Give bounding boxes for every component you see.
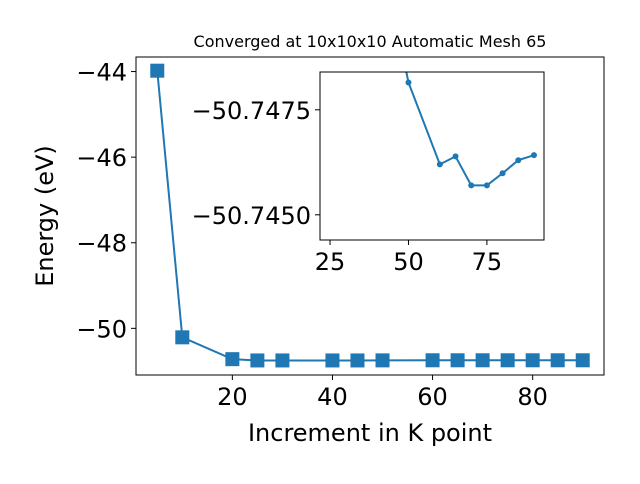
y-tick-label: −46 <box>76 144 127 172</box>
marker <box>225 352 240 367</box>
x-tick-label: 50 <box>393 248 424 276</box>
marker <box>275 353 290 368</box>
marker <box>525 353 540 368</box>
marker <box>500 353 515 368</box>
marker <box>150 63 165 78</box>
x-tick-label: 20 <box>217 383 248 411</box>
y-tick-label: −50.7450 <box>192 202 311 230</box>
marker <box>515 157 522 164</box>
marker <box>375 353 390 368</box>
plot-frame <box>135 56 605 376</box>
marker <box>350 353 365 368</box>
marker <box>550 353 565 368</box>
marker <box>405 79 412 86</box>
marker <box>483 182 490 189</box>
plot-content <box>390 2 537 189</box>
marker <box>425 353 440 368</box>
marker <box>250 353 265 368</box>
y-tick-label: −44 <box>76 59 127 87</box>
x-tick-label: 40 <box>317 383 348 411</box>
marker <box>499 170 506 177</box>
x-axis-label: Increment in K point <box>248 419 492 447</box>
marker <box>468 182 475 189</box>
marker <box>475 353 490 368</box>
marker <box>325 353 340 368</box>
y-tick-label: −50.7475 <box>192 97 311 125</box>
x-tick-label: 60 <box>417 383 448 411</box>
marker <box>575 353 590 368</box>
y-tick-label: −50 <box>76 315 127 343</box>
y-tick-label: −48 <box>76 230 127 258</box>
plot-area <box>320 72 544 240</box>
chart-title: Converged at 10x10x10 Automatic Mesh 65 <box>194 32 547 51</box>
plot-content <box>150 63 590 368</box>
x-tick-label: 25 <box>315 248 346 276</box>
marker <box>452 153 459 160</box>
x-tick-label: 75 <box>472 248 503 276</box>
x-tick-label: 80 <box>517 383 548 411</box>
marker <box>450 353 465 368</box>
marker <box>390 2 396 8</box>
plot-frame <box>319 71 545 241</box>
y-axis-label: Energy (eV) <box>31 145 59 287</box>
marker <box>436 161 443 168</box>
marker <box>175 330 190 345</box>
marker <box>530 152 537 159</box>
